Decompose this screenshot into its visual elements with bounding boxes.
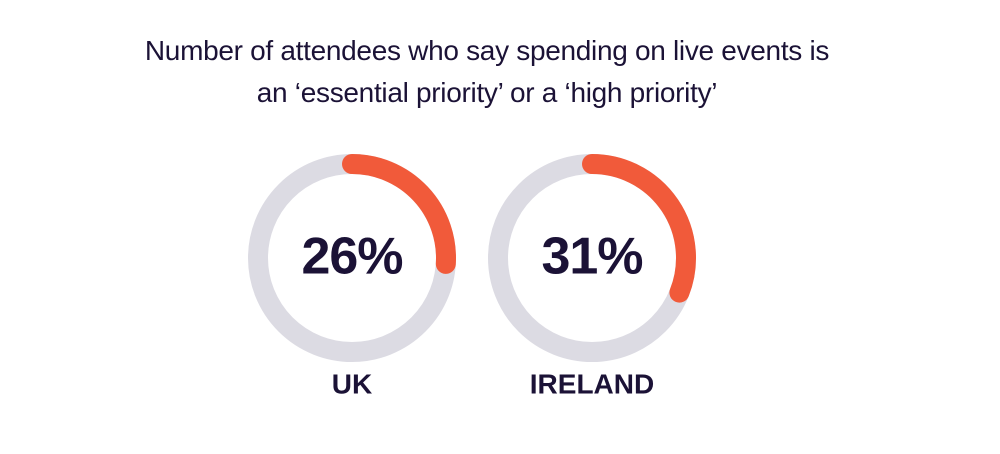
category-label: IRELAND (530, 368, 654, 399)
donut-arc (342, 154, 456, 274)
donut-arc (582, 154, 696, 303)
category-label: UK (332, 368, 372, 399)
value-label: 26% (301, 228, 402, 286)
chart-title: Number of attendees who say spending on … (144, 35, 830, 108)
value-label: 31% (541, 228, 642, 286)
